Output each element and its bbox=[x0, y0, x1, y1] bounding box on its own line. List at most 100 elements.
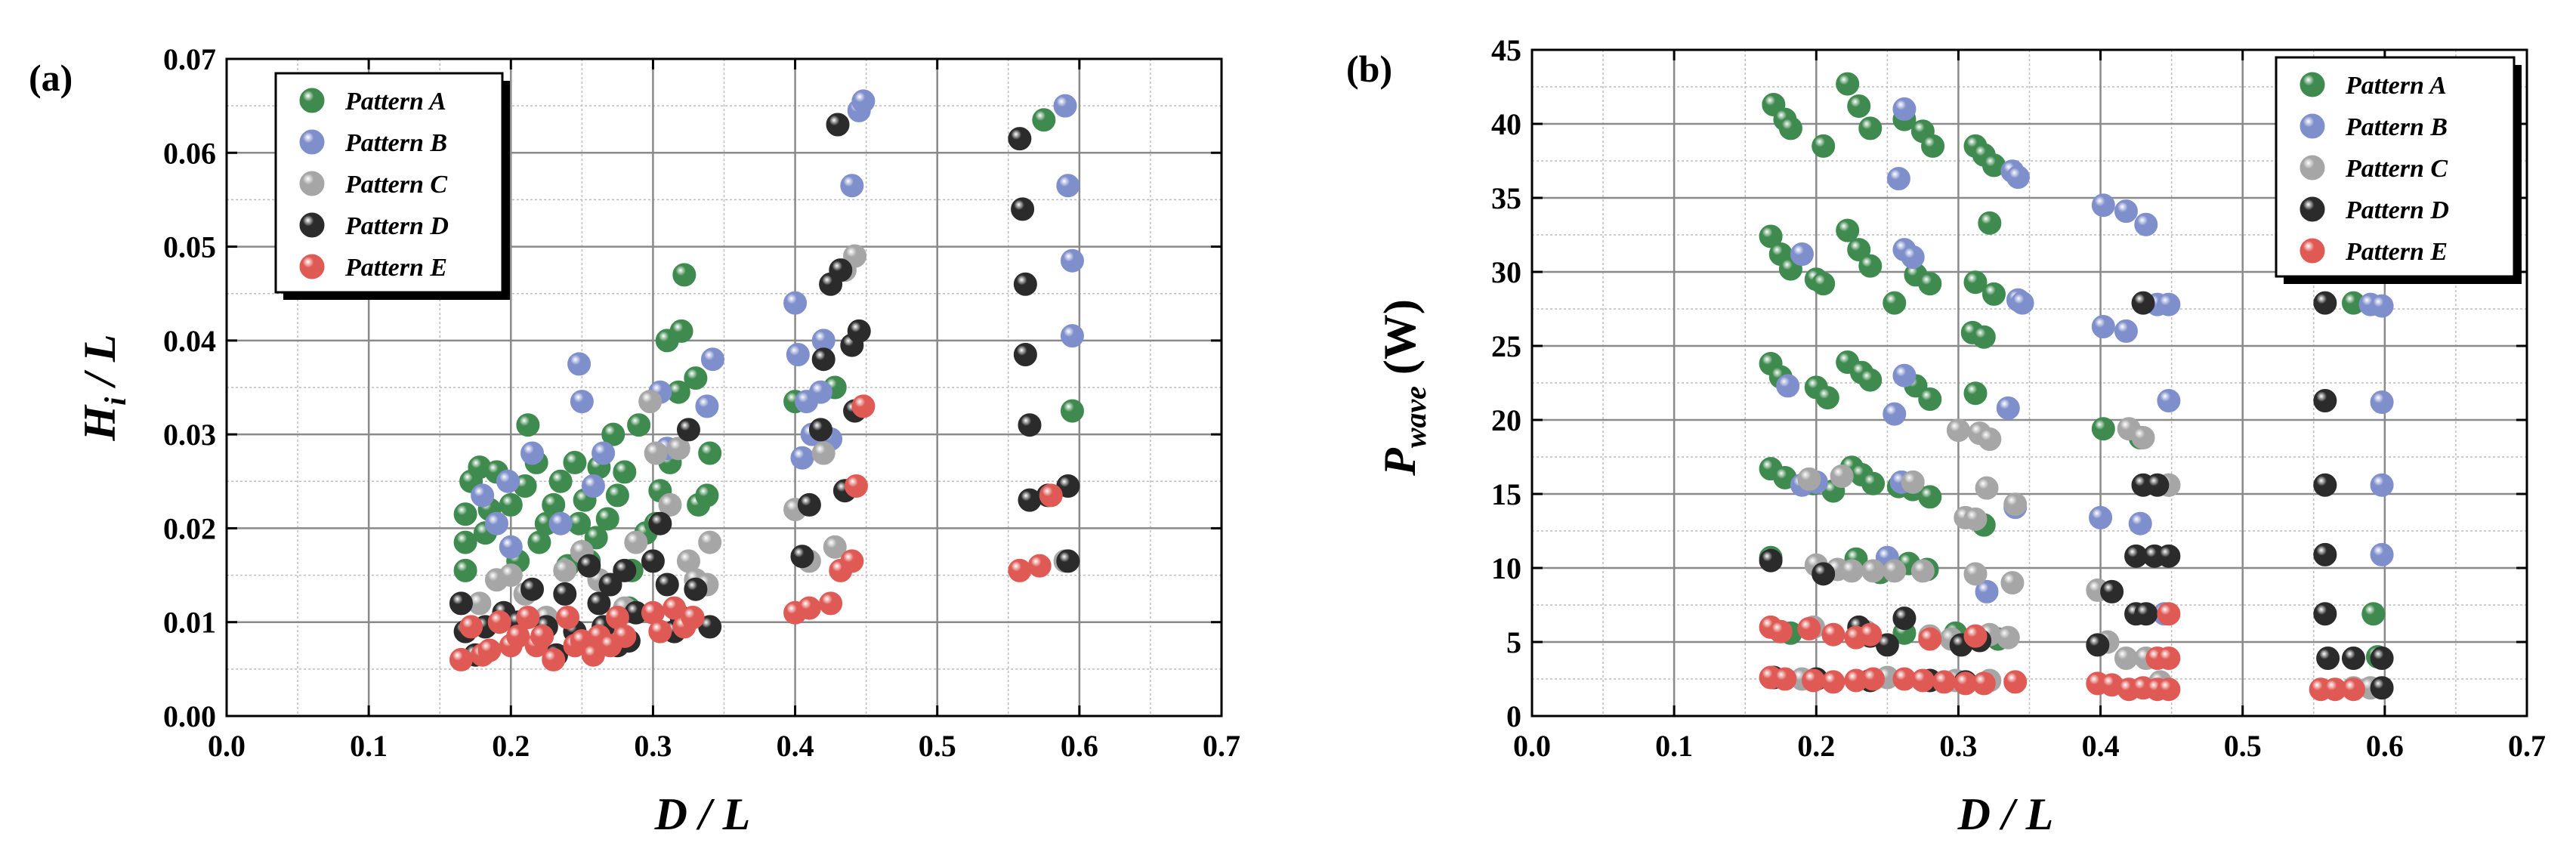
point-pattern-e bbox=[2341, 677, 2365, 702]
x-tick-label: 0.1 bbox=[350, 729, 388, 763]
point-pattern-e bbox=[844, 474, 868, 498]
point-pattern-b bbox=[2134, 212, 2158, 236]
point-pattern-d bbox=[2370, 676, 2394, 700]
point-pattern-d bbox=[826, 113, 850, 137]
point-pattern-e bbox=[449, 647, 473, 671]
point-pattern-a bbox=[1918, 485, 1942, 509]
point-pattern-a bbox=[672, 263, 697, 287]
point-pattern-e bbox=[851, 394, 876, 418]
point-pattern-d bbox=[797, 492, 821, 517]
point-pattern-b bbox=[808, 380, 832, 404]
point-pattern-a bbox=[1778, 116, 1802, 140]
point-pattern-e bbox=[663, 596, 687, 620]
point-pattern-b bbox=[1892, 363, 1917, 387]
point-pattern-d bbox=[613, 558, 637, 582]
y-tick-label: 25 bbox=[1491, 329, 1521, 363]
point-pattern-d bbox=[684, 577, 708, 601]
point-pattern-c bbox=[1963, 507, 1988, 531]
point-pattern-d bbox=[655, 573, 679, 597]
point-pattern-d bbox=[676, 418, 700, 442]
point-pattern-d bbox=[2316, 647, 2340, 671]
legend-marker-pattern-c bbox=[2300, 155, 2325, 181]
point-pattern-b bbox=[2370, 473, 2394, 497]
point-pattern-a bbox=[684, 366, 708, 390]
point-pattern-e bbox=[1861, 667, 1886, 691]
point-pattern-d bbox=[2086, 633, 2110, 657]
point-pattern-a bbox=[584, 526, 608, 550]
y-axis-title: Pwave (W) bbox=[1375, 299, 1432, 477]
point-pattern-b bbox=[548, 511, 573, 535]
point-pattern-c bbox=[1978, 427, 2002, 451]
point-pattern-c bbox=[698, 530, 722, 554]
point-pattern-b bbox=[700, 347, 724, 372]
point-pattern-b bbox=[484, 511, 508, 535]
point-pattern-a bbox=[1963, 381, 1988, 406]
series-pattern-a bbox=[453, 108, 1084, 620]
point-pattern-d bbox=[2134, 602, 2158, 626]
point-pattern-a bbox=[1883, 291, 1907, 315]
x-tick-label: 0.3 bbox=[1939, 729, 1977, 763]
legend-label-pattern-a: Pattern A bbox=[2345, 72, 2447, 100]
point-pattern-a bbox=[1847, 94, 1871, 118]
point-pattern-a bbox=[1858, 254, 1883, 278]
plot-frame bbox=[1530, 48, 2528, 718]
y-tick-label: 0.03 bbox=[163, 418, 216, 452]
point-pattern-b bbox=[1776, 374, 1800, 398]
point-pattern-c bbox=[666, 437, 690, 461]
y-tick-label: 45 bbox=[1491, 33, 1521, 67]
legend-label-pattern-e: Pattern E bbox=[2345, 238, 2448, 266]
y-tick-label: 0.06 bbox=[163, 136, 216, 170]
y-axis-title: Hi / L bbox=[75, 334, 132, 441]
point-pattern-e bbox=[459, 615, 483, 639]
point-pattern-b bbox=[2114, 319, 2138, 343]
y-tick-label: 0.04 bbox=[163, 324, 216, 358]
point-pattern-e bbox=[1768, 619, 1793, 644]
point-pattern-c bbox=[811, 441, 836, 465]
point-pattern-d bbox=[1056, 549, 1080, 573]
y-tick-label: 0.00 bbox=[163, 699, 216, 733]
point-pattern-a bbox=[1812, 134, 1836, 158]
point-pattern-e bbox=[477, 638, 502, 662]
y-tick-label: 0.05 bbox=[163, 230, 216, 264]
legend-label-pattern-c: Pattern C bbox=[2345, 155, 2448, 183]
point-pattern-d bbox=[811, 347, 836, 372]
point-pattern-b bbox=[2091, 193, 2115, 218]
legend-label-pattern-b: Pattern B bbox=[344, 129, 447, 157]
y-axis-title-tail: / L bbox=[75, 334, 125, 397]
point-pattern-a bbox=[548, 469, 573, 493]
point-pattern-b bbox=[2089, 505, 2113, 529]
point-pattern-b bbox=[786, 343, 810, 366]
point-pattern-a bbox=[698, 441, 722, 465]
point-pattern-d bbox=[2100, 579, 2124, 603]
x-tick-label: 0.2 bbox=[1797, 729, 1835, 763]
y-axis-title-subscript: wave bbox=[1398, 386, 1432, 448]
point-pattern-b bbox=[2091, 315, 2115, 339]
x-tick-label: 0.0 bbox=[208, 729, 246, 763]
point-pattern-d bbox=[2370, 647, 2394, 671]
point-pattern-c bbox=[2114, 647, 2138, 671]
point-pattern-d bbox=[1013, 343, 1037, 366]
point-pattern-b bbox=[695, 394, 719, 418]
y-tick-label: 30 bbox=[1491, 255, 1521, 289]
point-pattern-b bbox=[2370, 390, 2394, 414]
point-pattern-e bbox=[487, 610, 511, 634]
point-pattern-e bbox=[648, 619, 672, 644]
point-pattern-d bbox=[1011, 197, 1035, 221]
point-pattern-c bbox=[553, 558, 577, 582]
plot-frame bbox=[225, 57, 1223, 718]
point-pattern-a bbox=[1978, 211, 2002, 235]
point-pattern-b bbox=[1901, 245, 1925, 269]
point-pattern-c bbox=[1861, 559, 1886, 583]
point-pattern-d bbox=[2157, 544, 2181, 568]
point-pattern-a bbox=[563, 450, 587, 474]
y-tick-label: 20 bbox=[1491, 403, 1521, 437]
point-pattern-e bbox=[1802, 668, 1826, 693]
y-tick-label: 0 bbox=[1506, 699, 1521, 733]
point-pattern-a bbox=[595, 507, 619, 531]
point-pattern-d bbox=[520, 577, 545, 601]
point-pattern-c bbox=[1797, 467, 1821, 491]
point-pattern-b bbox=[783, 291, 808, 315]
point-pattern-b bbox=[567, 352, 591, 376]
series-pattern-e bbox=[449, 394, 1063, 671]
